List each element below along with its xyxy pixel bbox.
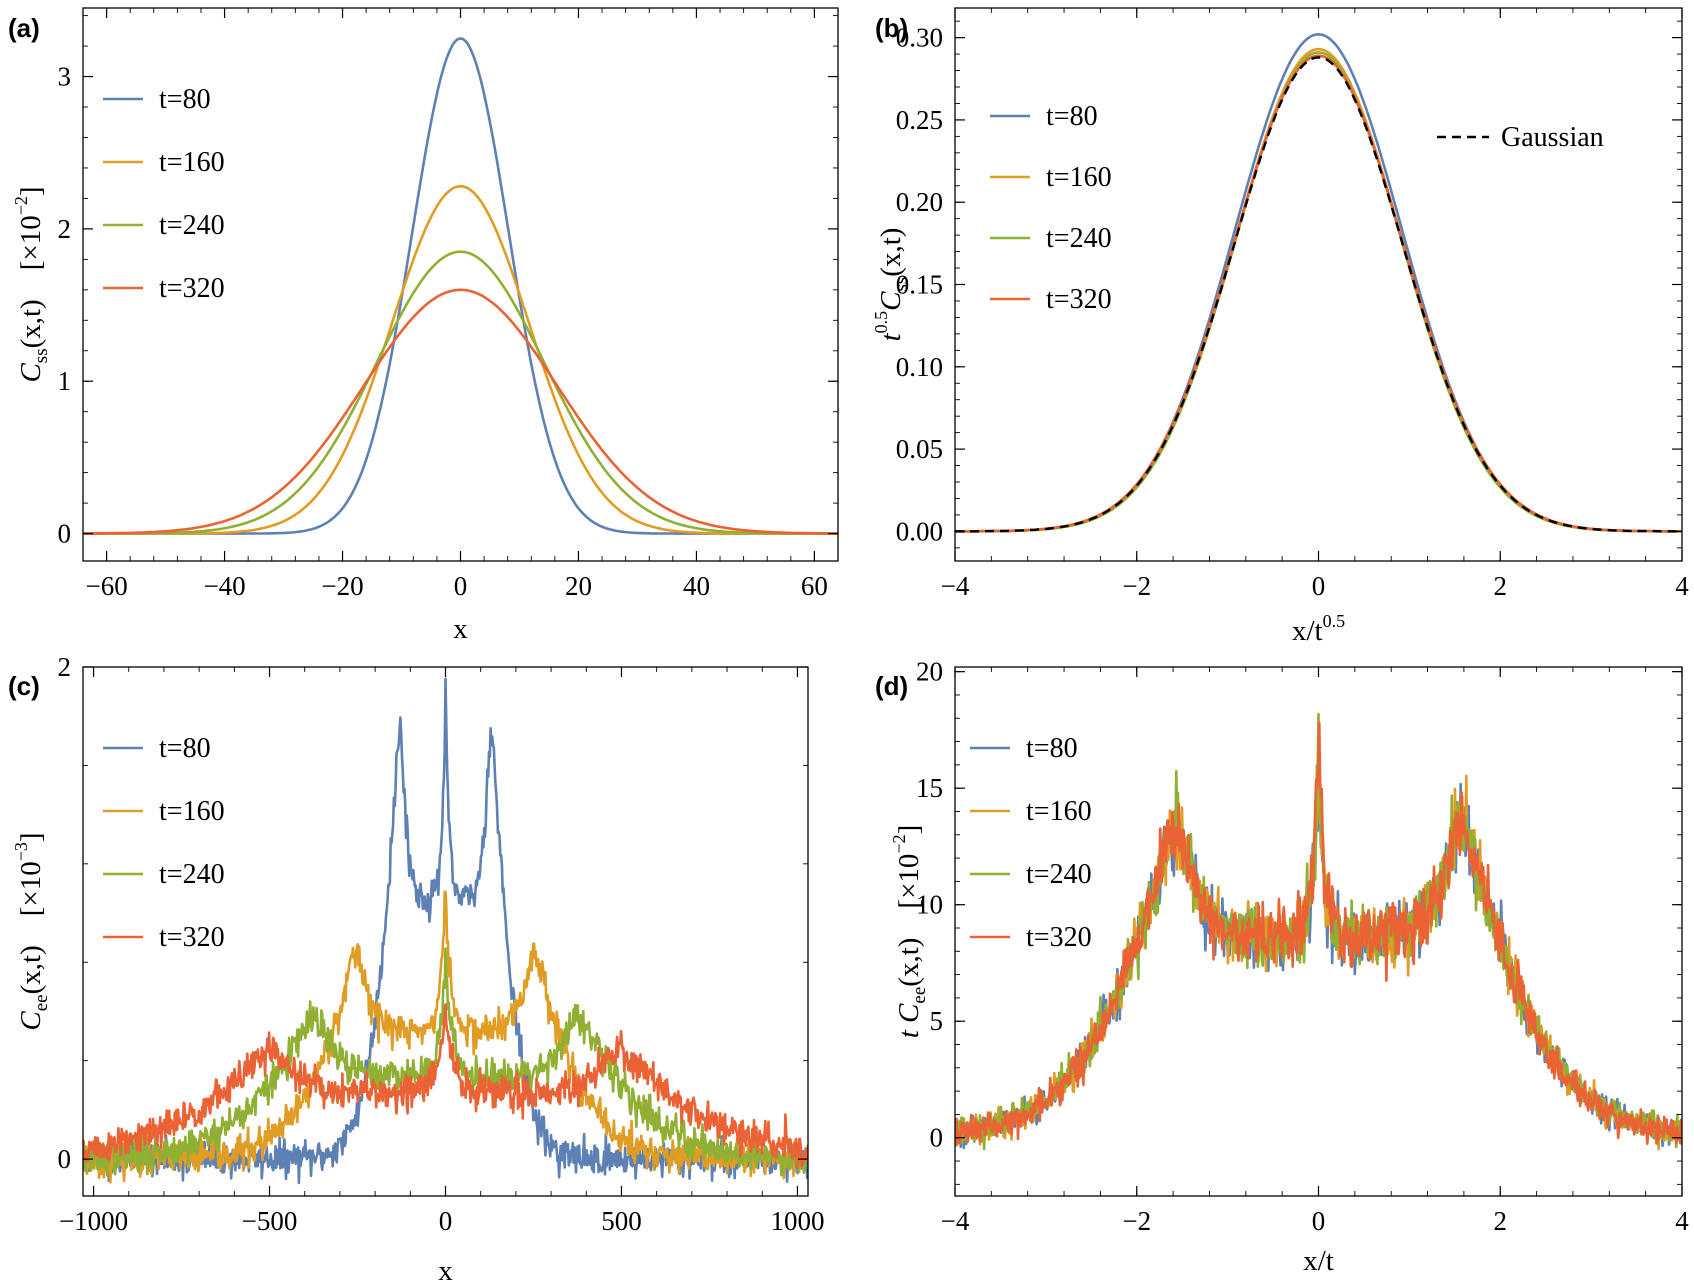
legend-entry: t=320: [159, 273, 225, 304]
legend-entry: t=320: [159, 922, 225, 953]
legend-entry: t=240: [1046, 223, 1112, 254]
x-tick-label: 4: [1675, 1206, 1689, 1236]
y-tick-label: 0.05: [896, 434, 943, 464]
y-tick-label: 0.30: [896, 23, 943, 53]
x-tick-label: −60: [85, 571, 127, 601]
series-line-t-320: [83, 1003, 808, 1170]
x-axis-label: x: [438, 1255, 453, 1286]
y-tick-label: 5: [930, 1006, 944, 1036]
legend-entry: t=80: [1026, 733, 1078, 764]
x-tick-label: −500: [242, 1206, 298, 1236]
legend: t=80 t=160 t=240 t=320: [970, 733, 1092, 953]
y-tick-label: 3: [58, 62, 72, 92]
series-line-t-240: [83, 250, 838, 535]
legend-entry: t=320: [1046, 284, 1112, 315]
legend: t=80 t=160 t=240 t=320: [103, 733, 225, 953]
y-axis-label: Css(x,t) [×10−2]: [11, 186, 52, 382]
legend-entry: t=160: [159, 147, 225, 178]
x-tick-label: 0: [454, 571, 468, 601]
panel-label: (c): [8, 671, 40, 701]
x-axis-label: x/t: [1303, 1245, 1334, 1277]
legend-entry: t=160: [159, 796, 225, 827]
legend-entry: t=240: [1026, 859, 1092, 890]
x-axis-label: x/t0.5: [1292, 611, 1345, 647]
x-tick-label: 4: [1675, 571, 1689, 601]
x-tick-label: −4: [941, 1206, 970, 1236]
x-tick-label: −4: [941, 571, 970, 601]
legend-entry: t=80: [159, 84, 211, 115]
x-tick-label: −1000: [59, 1206, 128, 1236]
panel-label: (d): [875, 671, 908, 701]
x-tick-label: 40: [683, 571, 710, 601]
y-tick-label: 1: [58, 366, 72, 396]
panel-b: −4 −2 0 2 4 0.00 0.05 0.10 0.15 0.20 0.25 0.30(b) x/…: [871, 7, 1689, 647]
panel-label: (a): [8, 13, 40, 43]
x-tick-label: 0: [1312, 1206, 1326, 1236]
legend-entry: t=160: [1026, 796, 1092, 827]
y-tick-label: 2: [58, 652, 72, 682]
series-line-t-320: [83, 288, 838, 535]
y-axis-label: t Cee(x,t) [×10−2]: [889, 825, 930, 1039]
y-tick-label: 0: [58, 519, 72, 549]
legend-entry: t=80: [1046, 101, 1098, 132]
x-tick-label: 0: [439, 1206, 453, 1236]
x-tick-label: 20: [565, 571, 592, 601]
plot-area: [83, 677, 808, 1185]
y-tick-label: 0.15: [896, 270, 943, 300]
x-tick-label: 2: [1494, 1206, 1508, 1236]
y-axis-label: t0.5Css(x,t): [871, 228, 912, 342]
y-tick-label: 15: [916, 773, 943, 803]
x-tick-label: 1000: [770, 1206, 824, 1236]
x-tick-label: 2: [1494, 571, 1508, 601]
series-line-gaussian: [955, 56, 1682, 533]
legend-entry: t=80: [159, 733, 211, 764]
series-line-t-320: [955, 721, 1682, 1146]
x-tick-label: −2: [1122, 571, 1151, 601]
y-tick-label: 0.10: [896, 352, 943, 382]
x-tick-label: 0: [1312, 571, 1326, 601]
y-tick-label: 0: [930, 1123, 944, 1153]
x-tick-label: 500: [601, 1206, 642, 1236]
legend: t=80 t=160 t=240 t=320: [103, 84, 225, 304]
y-tick-label: 0.20: [896, 187, 943, 217]
legend-entry: t=320: [1026, 922, 1092, 953]
plot-area: [955, 712, 1682, 1151]
legend-entry: t=240: [159, 859, 225, 890]
x-axis-label: x: [453, 613, 468, 645]
legend-entry: t=160: [1046, 162, 1112, 193]
plot-area: [955, 33, 1682, 533]
plot-area: [83, 37, 838, 535]
x-tick-label: −20: [321, 571, 363, 601]
y-tick-label: 0.00: [896, 516, 943, 546]
legend: t=80 t=160 t=240 t=320 Gaussian: [990, 101, 1604, 315]
y-tick-label: 2: [58, 214, 72, 244]
y-tick-label: 0.25: [896, 105, 943, 135]
y-axis-label: Cee(x,t) [×10−3]: [11, 832, 52, 1030]
x-tick-label: 60: [801, 571, 828, 601]
panel-label: (b): [875, 13, 908, 43]
series-line-t-240: [83, 947, 808, 1177]
legend-entry-gaussian: Gaussian: [1501, 122, 1604, 153]
panel-c: −1000 −500 0 500 1000 0 2 (c) x Cee(x,t) [×10−3] t…: [8, 652, 824, 1286]
panel-d: −4 −2 0 2 4 0 5 10 15 20 (d) x/t t Cee(x,t) [×10−2] t…: [875, 657, 1689, 1277]
y-tick-label: 0: [58, 1144, 72, 1174]
series-line-t-160: [83, 184, 838, 535]
y-tick-label: 10: [916, 890, 943, 920]
x-tick-label: −40: [203, 571, 245, 601]
panel-a: −60 −40 −20 0 20 40 60 0 1 2 3 (a) x Css(x,t) [×10−2]…: [8, 7, 839, 645]
legend-entry: t=240: [159, 210, 225, 241]
y-tick-label: 20: [916, 657, 943, 687]
x-tick-label: −2: [1122, 1206, 1151, 1236]
